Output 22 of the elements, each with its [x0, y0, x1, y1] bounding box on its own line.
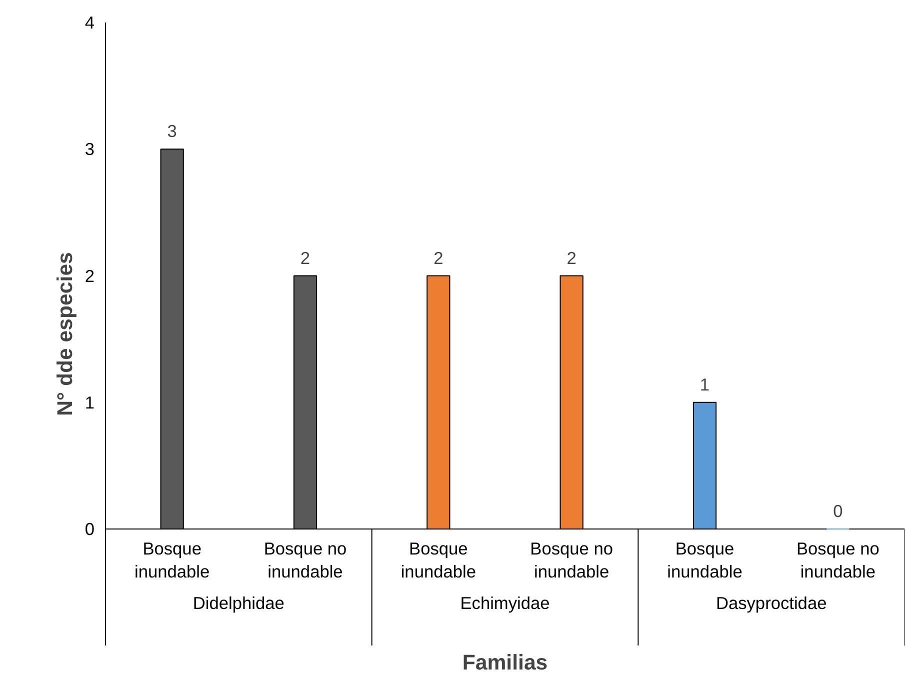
data-label: 2: [300, 248, 310, 268]
y-tick-label: 2: [84, 266, 95, 286]
data-label: 0: [833, 501, 843, 522]
x-tick-label: Bosque no inundable: [264, 538, 347, 582]
data-label: 2: [434, 248, 444, 268]
data-label: 2: [566, 248, 576, 268]
text: Echimyidae: [460, 593, 550, 614]
x-tick-label: Bosque inundable: [400, 538, 476, 582]
y-tick-label: 1: [84, 392, 95, 412]
data-label: 1: [700, 374, 710, 394]
x-tick-label: Bosque inundable: [667, 538, 742, 582]
data-label: 3: [167, 121, 177, 142]
y-tick-label: 3: [84, 139, 95, 160]
y-tick-label: 0: [84, 519, 95, 540]
x-tick-label: Bosque no inundable: [796, 538, 880, 582]
y-tick-label: 4: [84, 12, 95, 32]
text: Didelphidae: [192, 593, 284, 614]
text: Dasyproctidae: [716, 593, 827, 614]
y-axis-title: N° dde especies: [52, 252, 77, 416]
x-tick-label: Bosque no inundable: [530, 538, 614, 582]
x-tick-label: Bosque inundable: [134, 538, 210, 582]
x-axis-title: Familias: [462, 650, 548, 674]
